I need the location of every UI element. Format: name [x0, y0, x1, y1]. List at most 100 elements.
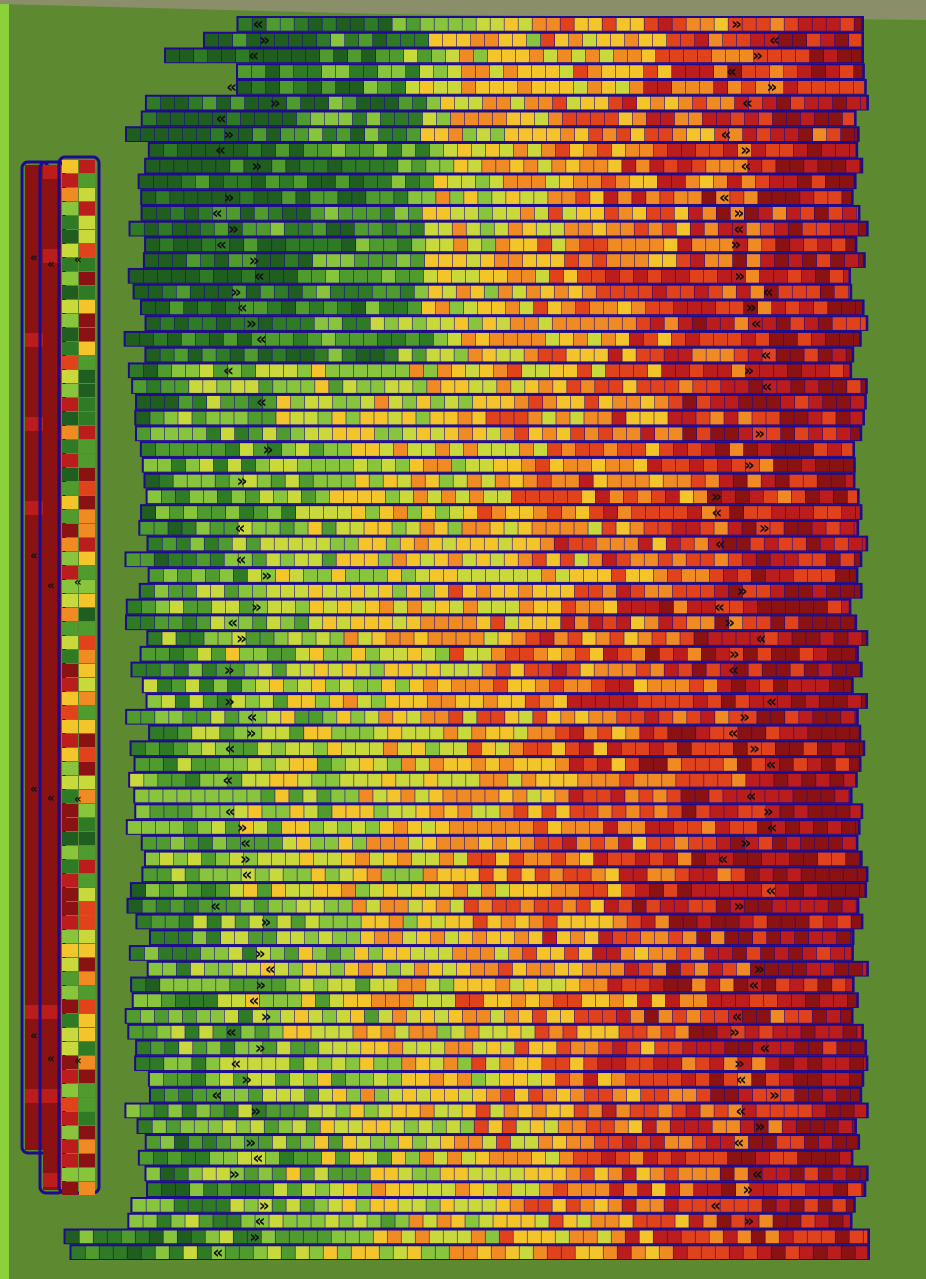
harvest-pass[interactable]: [140, 504, 863, 520]
harvest-pass[interactable]: [123, 330, 862, 347]
harvest-pass[interactable]: [146, 630, 869, 646]
yield-cell: [79, 566, 95, 579]
side-strip[interactable]: [57, 155, 101, 1195]
yield-cell: [359, 789, 373, 803]
harvest-pass[interactable]: [124, 1008, 854, 1024]
harvest-pass[interactable]: [63, 1228, 870, 1245]
harvest-pass[interactable]: [236, 16, 865, 32]
harvest-pass[interactable]: [128, 220, 869, 237]
harvest-pass[interactable]: [236, 63, 865, 79]
harvest-pass[interactable]: [129, 882, 868, 898]
harvest-pass[interactable]: [125, 614, 858, 631]
harvest-pass[interactable]: [147, 567, 859, 583]
harvest-pass[interactable]: [132, 283, 853, 300]
harvest-pass[interactable]: [145, 693, 869, 709]
harvest-pass[interactable]: [147, 141, 859, 158]
harvest-pass[interactable]: [141, 866, 869, 883]
harvest-pass[interactable]: [128, 771, 858, 788]
yield-cell: [629, 332, 644, 346]
harvest-pass[interactable]: [145, 488, 860, 505]
harvest-pass[interactable]: [133, 756, 862, 772]
harvest-pass[interactable]: [146, 535, 869, 552]
yield-cell: [256, 222, 270, 236]
harvest-pass[interactable]: [141, 677, 854, 694]
yield-cell: [748, 978, 762, 992]
harvest-pass[interactable]: [134, 409, 865, 426]
harvest-pass[interactable]: [127, 1212, 853, 1229]
harvest-pass[interactable]: [133, 787, 853, 804]
harvest-pass[interactable]: [137, 173, 857, 190]
yield-cell: [256, 254, 271, 267]
harvest-pass[interactable]: [130, 1197, 856, 1213]
harvest-pass[interactable]: [148, 1086, 863, 1103]
harvest-pass[interactable]: [144, 1165, 869, 1182]
harvest-pass[interactable]: [138, 519, 860, 536]
harvest-pass[interactable]: [134, 425, 863, 442]
harvest-pass[interactable]: [124, 1102, 869, 1119]
harvest-pass[interactable]: [130, 976, 855, 993]
harvest-pass[interactable]: [135, 913, 864, 930]
yield-cell: [527, 1073, 542, 1086]
harvest-pass[interactable]: [134, 1055, 869, 1072]
yield-cell: [491, 647, 506, 661]
harvest-pass[interactable]: [127, 1023, 864, 1040]
harvest-pass[interactable]: [139, 441, 856, 457]
harvest-pass[interactable]: [141, 456, 856, 473]
harvest-pass[interactable]: [124, 126, 860, 142]
yield-cell: [62, 566, 78, 579]
harvest-pass[interactable]: [203, 31, 864, 48]
harvest-pass[interactable]: [125, 708, 859, 725]
harvest-pass[interactable]: [236, 78, 867, 95]
harvest-pass[interactable]: [144, 346, 855, 363]
yield-cell: [770, 18, 784, 31]
harvest-pass[interactable]: [164, 47, 864, 64]
harvest-pass[interactable]: [125, 819, 861, 835]
yield-cell: [812, 521, 826, 535]
yield-cell: [323, 301, 338, 315]
harvest-pass[interactable]: [140, 834, 859, 851]
harvest-pass[interactable]: [125, 598, 852, 615]
harvest-pass[interactable]: [136, 1118, 857, 1135]
harvest-pass[interactable]: [140, 189, 854, 205]
harvest-pass[interactable]: [128, 945, 854, 961]
side-strip[interactable]: [38, 160, 66, 1195]
harvest-pass[interactable]: [139, 645, 859, 662]
harvest-pass[interactable]: [126, 897, 860, 914]
harvest-pass[interactable]: [142, 252, 866, 268]
yield-cell: [374, 931, 389, 945]
harvest-pass[interactable]: [144, 236, 858, 253]
harvest-pass[interactable]: [131, 992, 859, 1009]
yield-cell: [537, 474, 551, 488]
harvest-pass[interactable]: [143, 850, 863, 867]
harvest-pass[interactable]: [139, 299, 865, 316]
yield-cell: [701, 616, 715, 630]
harvest-pass[interactable]: [135, 393, 867, 410]
harvest-pass[interactable]: [148, 929, 855, 946]
harvest-pass[interactable]: [146, 960, 869, 977]
harvest-pass[interactable]: [69, 1244, 871, 1260]
harvest-pass[interactable]: [140, 204, 861, 221]
harvest-pass[interactable]: [137, 1149, 854, 1166]
harvest-pass[interactable]: [129, 740, 866, 757]
harvest-pass[interactable]: [144, 315, 869, 331]
harvest-pass[interactable]: [138, 582, 863, 599]
yield-cell: [520, 206, 534, 220]
harvest-pass[interactable]: [144, 94, 869, 111]
harvest-pass[interactable]: [134, 803, 864, 820]
harvest-pass[interactable]: [140, 110, 857, 127]
harvest-pass[interactable]: [144, 1134, 861, 1150]
harvest-pass[interactable]: [135, 1039, 868, 1056]
harvest-pass[interactable]: [147, 1071, 865, 1087]
harvest-pass[interactable]: [124, 551, 863, 568]
yield-cell: [168, 584, 183, 598]
harvest-pass[interactable]: [144, 157, 864, 174]
harvest-pass[interactable]: [148, 724, 862, 741]
harvest-pass[interactable]: [146, 1181, 867, 1198]
harvest-pass[interactable]: [130, 661, 863, 678]
harvest-pass[interactable]: [127, 267, 852, 284]
harvest-pass[interactable]: [143, 472, 856, 489]
harvest-pass[interactable]: [127, 362, 853, 379]
harvest-pass[interactable]: [131, 378, 868, 394]
